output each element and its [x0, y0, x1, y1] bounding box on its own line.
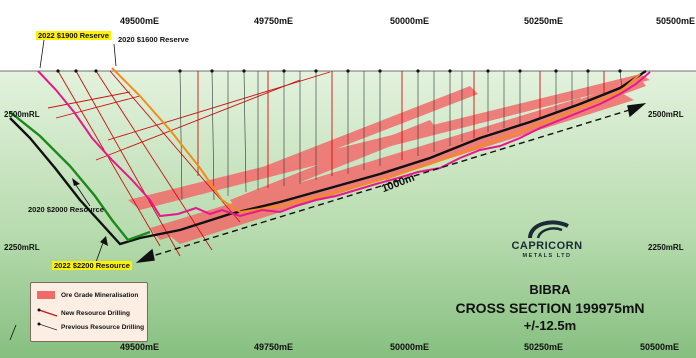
rl-left-2250: 2250mRL: [4, 243, 40, 252]
collar-marker: [416, 69, 420, 73]
collar-marker: [242, 69, 246, 73]
scale-arrow-line: [145, 107, 637, 259]
scale-arrow-head-right: [627, 103, 647, 118]
drill-hole: [75, 70, 181, 257]
section-title-line3: +/-12.5m: [523, 318, 577, 333]
reserve-2020-shell: [111, 67, 641, 214]
ore-swatch-icon: [37, 291, 55, 299]
rl-right-2500: 2500mRL: [648, 110, 684, 119]
drill-hole: [179, 70, 183, 201]
collar-marker: [74, 69, 78, 73]
leader-resource-2022: [95, 239, 105, 263]
label-resource-2020: 2020 $2000 Resource: [28, 205, 104, 214]
logo-subtitle: METALS LTD: [522, 253, 572, 259]
resource-2022-shell: [9, 69, 647, 246]
leader-reserve-2020: [113, 43, 117, 67]
logo-swoosh-icon: [528, 220, 569, 239]
legend-row-previous-drilling: Previous Resource Drilling: [37, 321, 144, 333]
new-resource-drilling: [47, 70, 605, 257]
easting-bottom-4: 50250mE: [524, 342, 564, 352]
ore-band: [230, 120, 436, 208]
label-reserve-2020: 2020 $1600 Reserve: [118, 35, 189, 44]
collar-marker: [346, 69, 350, 73]
capricorn-logo: CAPRICORN METALS LTD: [508, 218, 586, 268]
leader-arrow-resource-2020: [72, 178, 80, 186]
collar-marker: [178, 69, 182, 73]
easting-bottom-5: 50500mE: [640, 342, 680, 352]
drill-hole: [95, 70, 213, 251]
legend-ore-label: Ore Grade Mineralisation: [61, 291, 139, 299]
drill-hole: [47, 91, 131, 109]
legend-row-ore: Ore Grade Mineralisation: [37, 289, 138, 301]
collar-marker: [314, 69, 318, 73]
scale-arrow-head-left: [135, 248, 155, 263]
collar-marker: [448, 69, 452, 73]
leader-legend: [9, 324, 17, 341]
drill-hole: [619, 70, 623, 89]
drill-collars: [56, 69, 622, 73]
drill-hole: [211, 70, 215, 201]
easting-top-5: 50500mE: [656, 16, 696, 26]
collar-marker: [56, 69, 60, 73]
legend-new-drilling-label: New Resource Drilling: [61, 309, 130, 317]
rl-right-2250: 2250mRL: [648, 243, 684, 252]
label-leaders: [9, 39, 117, 341]
drill-hole: [57, 70, 161, 247]
collar-marker: [378, 69, 382, 73]
easting-bottom-1: 49500mE: [120, 342, 160, 352]
collar-marker: [554, 69, 558, 73]
rl-left-2500: 2500mRL: [4, 110, 40, 119]
previous-resource-drilling: [179, 70, 623, 201]
collar-marker: [586, 69, 590, 73]
drill-hole: [107, 71, 331, 141]
easting-top-3: 50000mE: [390, 16, 430, 26]
collar-marker: [282, 69, 286, 73]
section-title-line2: CROSS SECTION 199975mN: [455, 300, 645, 316]
logo-swoosh-outer: [528, 220, 569, 239]
easting-bottom-3: 50000mE: [390, 342, 430, 352]
previous-drilling-line-icon: [37, 322, 58, 331]
easting-top-1: 49500mE: [120, 16, 160, 26]
scale-arrow: [135, 103, 647, 263]
legend-box: Ore Grade Mineralisation New Resource Dr…: [30, 282, 148, 342]
collar-marker: [486, 69, 490, 73]
label-resource-2022: 2022 $2200 Resource: [52, 261, 132, 270]
easting-top-2: 49750mE: [254, 16, 294, 26]
drill-hole: [109, 70, 241, 223]
section-title-line1: BIBRA: [529, 282, 571, 297]
collar-marker: [618, 69, 622, 73]
new-drilling-line-icon: [37, 308, 58, 317]
collar-marker: [94, 69, 98, 73]
legend-previous-drilling-label: Previous Resource Drilling: [61, 323, 145, 331]
ore-band: [260, 86, 478, 176]
leader-reserve-2022: [39, 39, 45, 69]
leader-resource-2020: [73, 181, 91, 207]
collar-marker: [518, 69, 522, 73]
logo-name: CAPRICORN: [511, 240, 583, 252]
legend-row-new-drilling: New Resource Drilling: [37, 307, 130, 319]
leader-arrow-resource-2022: [100, 236, 108, 246]
easting-bottom-2: 49750mE: [254, 342, 294, 352]
label-reserve-2022: 2022 $1900 Reserve: [36, 31, 111, 40]
collar-marker: [210, 69, 214, 73]
drill-hole: [243, 70, 247, 193]
reserve-2022-shell: [37, 70, 651, 218]
drill-hole: [55, 95, 141, 119]
logo-swoosh-inner: [536, 227, 563, 239]
easting-top-4: 50250mE: [524, 16, 564, 26]
resource-2020-shell: [9, 111, 151, 242]
